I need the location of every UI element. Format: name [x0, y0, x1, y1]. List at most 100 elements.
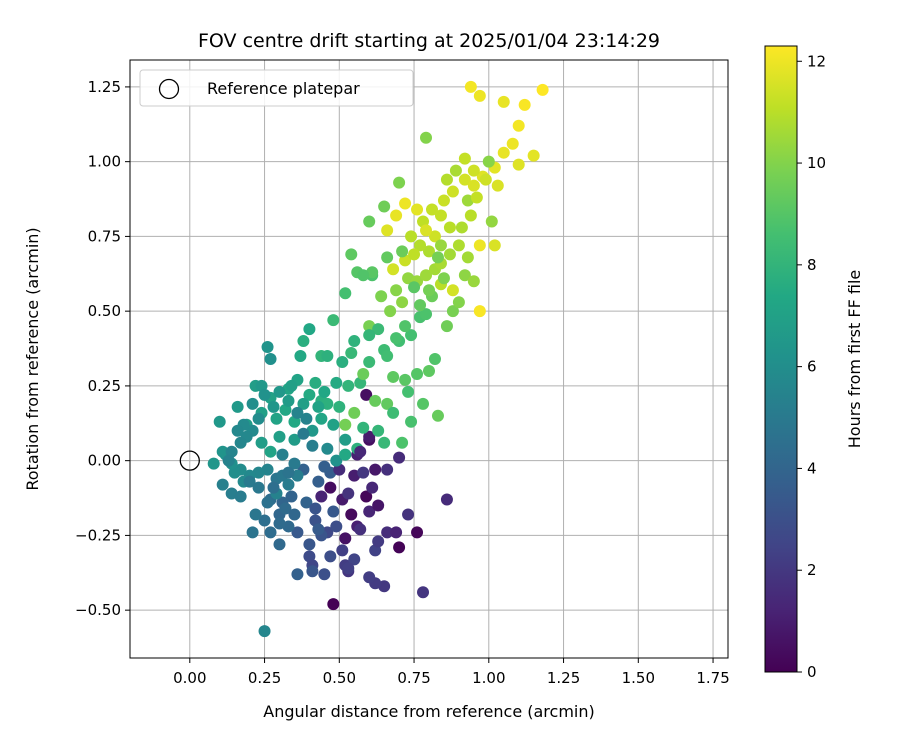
data-point: [446, 185, 459, 198]
data-point: [345, 508, 358, 521]
data-point: [428, 353, 441, 365]
colorbar-label: Hours from first FF file: [845, 270, 864, 449]
data-point: [303, 388, 316, 401]
data-point: [420, 224, 433, 237]
data-point: [423, 364, 435, 377]
data-point: [512, 119, 525, 132]
data-point: [339, 287, 352, 300]
data-point: [327, 314, 340, 327]
data-point: [264, 445, 277, 458]
data-point: [342, 487, 355, 500]
data-point: [267, 400, 280, 413]
data-point: [336, 355, 349, 368]
data-point: [285, 379, 298, 392]
data-point: [381, 350, 394, 363]
data-point: [315, 490, 328, 503]
data-point: [297, 427, 310, 440]
data-point: [258, 625, 271, 638]
data-point: [434, 209, 447, 222]
data-point: [312, 400, 325, 413]
colorbar: 0 2 4 6 8 10 12 Hours from first FF file: [764, 45, 864, 681]
data-point: [381, 526, 394, 539]
data-point: [467, 164, 480, 177]
data-point: [402, 508, 415, 521]
data-point: [342, 379, 355, 392]
data-point: [339, 448, 352, 461]
data-point: [321, 350, 334, 363]
data-point: [309, 376, 322, 389]
data-point: [390, 284, 403, 297]
data-point: [312, 523, 325, 536]
data-point: [431, 409, 444, 422]
data-point: [216, 478, 229, 491]
legend-marker-icon: [158, 78, 180, 100]
data-point: [399, 320, 412, 333]
data-point: [267, 481, 280, 494]
data-point: [330, 454, 343, 467]
data-point: [297, 397, 310, 410]
colorbar-tick-label: 8: [807, 256, 817, 274]
data-point: [420, 131, 433, 144]
data-point: [440, 320, 453, 333]
legend: Reference platepar: [139, 69, 414, 107]
data-point: [369, 394, 382, 407]
data-point: [420, 308, 433, 321]
y-tick-label: 0.75: [88, 227, 121, 245]
data-point: [255, 436, 268, 449]
data-point: [518, 98, 531, 111]
data-point: [291, 406, 304, 419]
data-point: [303, 323, 316, 336]
data-point: [366, 481, 379, 494]
y-tick-label: 0.00: [88, 452, 121, 470]
data-point: [423, 245, 435, 258]
data-point: [467, 275, 480, 288]
data-point: [357, 421, 370, 434]
data-point: [312, 475, 325, 488]
data-point: [431, 251, 444, 264]
data-point: [357, 367, 370, 380]
y-tick-label: 1.25: [88, 78, 121, 96]
data-point: [393, 541, 406, 554]
data-point: [497, 95, 510, 108]
data-point: [348, 335, 361, 348]
data-point: [261, 496, 274, 509]
data-point: [396, 436, 409, 449]
data-point: [446, 284, 459, 297]
data-point: [279, 502, 292, 515]
data-point: [405, 415, 418, 428]
data-point: [207, 457, 220, 470]
data-point: [390, 526, 403, 539]
data-point: [396, 245, 409, 258]
data-point: [408, 281, 421, 294]
data-point: [479, 173, 492, 186]
data-point: [324, 550, 337, 563]
data-point: [345, 248, 358, 261]
data-point: [336, 544, 349, 557]
x-tick-label: 0.75: [397, 669, 430, 687]
data-point: [357, 269, 370, 282]
data-point: [411, 203, 424, 216]
data-point: [512, 158, 525, 171]
y-tick-label: 0.50: [88, 302, 121, 320]
data-point: [372, 323, 385, 336]
data-point: [330, 376, 343, 389]
data-point: [315, 412, 328, 425]
data-point: [345, 347, 358, 360]
data-point: [449, 164, 462, 177]
data-point: [381, 224, 394, 237]
data-point: [434, 239, 447, 252]
data-point: [216, 445, 229, 458]
y-tick-label: −0.50: [75, 601, 121, 619]
y-tick-label: −0.25: [75, 526, 121, 544]
data-point: [294, 350, 307, 363]
colorbar-tick-label: 0: [807, 663, 817, 681]
data-point: [264, 353, 277, 365]
data-point: [213, 415, 226, 428]
data-point: [306, 439, 319, 452]
colorbar-tick-label: 6: [807, 358, 817, 376]
data-point: [491, 179, 504, 192]
data-point: [372, 499, 385, 512]
data-point: [360, 490, 373, 503]
data-point: [455, 221, 468, 234]
x-tick-label: 0.25: [248, 669, 281, 687]
